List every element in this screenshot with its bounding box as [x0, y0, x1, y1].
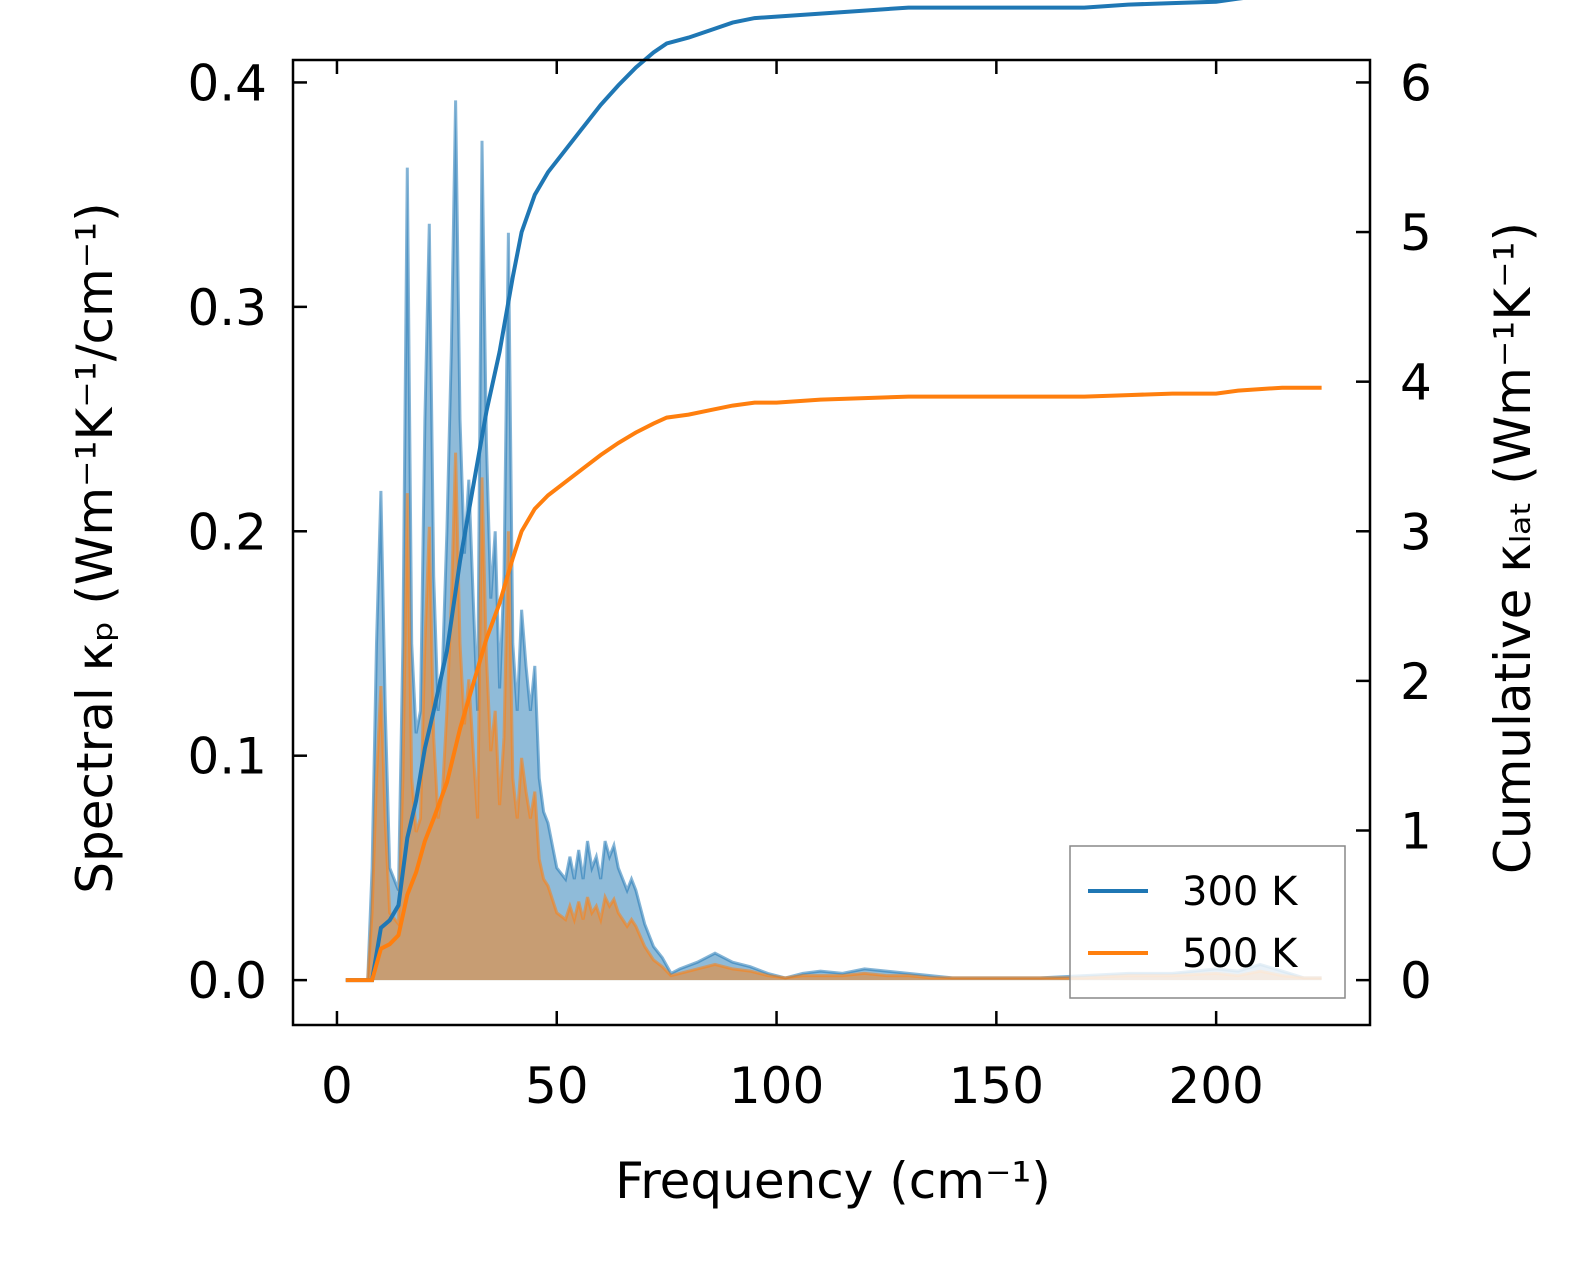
legend-label-500k: 500 K — [1182, 931, 1299, 977]
tick-layer: 0 50 100 150 200 0.0 0.1 0.2 0.3 0.4 0 1 2 3 4 5 6 — [187, 54, 1431, 1115]
spectral-fill-layer — [345, 100, 1322, 982]
y-axis-label-right: Cumulative κₗₐₜ (Wm⁻¹K⁻¹) — [1484, 222, 1542, 874]
spectral-fill-500k — [345, 452, 1322, 981]
legend-box — [1069, 845, 1346, 999]
y-tick-label-right: 6 — [1400, 54, 1432, 112]
y-tick-label-right: 0 — [1400, 952, 1432, 1010]
cumulative-line-300k — [345, 0, 1244, 983]
y-tick-label-left: 0.0 — [187, 952, 267, 1010]
x-tick-label: 100 — [729, 1057, 824, 1115]
y-tick-label-right: 3 — [1400, 503, 1432, 561]
legend: 300 K 500 K — [1069, 845, 1346, 999]
spectral-line-500k — [345, 452, 1322, 982]
y-axis-label-left: Spectral κₚ (Wm⁻¹K⁻¹/cm⁻¹) — [66, 202, 124, 893]
spectral-line-300k — [345, 100, 1322, 982]
cumulative-line-500k — [345, 385, 1322, 983]
x-tick-label: 50 — [525, 1057, 589, 1115]
y-tick-label-right: 4 — [1400, 354, 1432, 412]
x-tick-label: 150 — [949, 1057, 1044, 1115]
x-axis-label: Frequency (cm⁻¹) — [615, 1152, 1051, 1210]
x-tick-label: 200 — [1168, 1057, 1263, 1115]
y-tick-label-left: 0.2 — [187, 503, 267, 561]
legend-label-300k: 300 K — [1182, 869, 1299, 915]
line-layer — [345, 0, 1322, 983]
y-tick-label-right: 2 — [1400, 653, 1432, 711]
y-tick-label-left: 0.1 — [187, 728, 267, 786]
y-tick-label-left: 0.3 — [187, 279, 267, 337]
y-tick-label-left: 0.4 — [187, 54, 267, 112]
y-tick-label-right: 5 — [1400, 204, 1432, 262]
y-tick-label-right: 1 — [1400, 803, 1432, 861]
x-tick-label: 0 — [321, 1057, 353, 1115]
plot-frame — [291, 58, 1372, 1027]
